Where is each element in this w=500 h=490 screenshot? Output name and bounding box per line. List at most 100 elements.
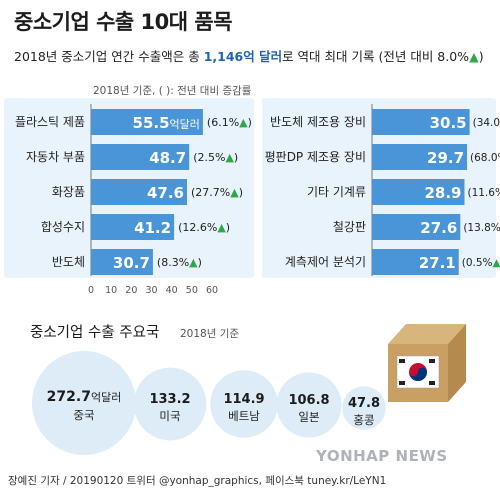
country-bubble — [342, 386, 386, 430]
country-value-label: 47.8 — [348, 396, 380, 411]
country-value-label: 114.9 — [223, 392, 264, 407]
country-name-label: 중국 — [73, 408, 94, 422]
right-item-label: 반도체 제조용 장비 — [270, 115, 366, 129]
left-change-arrow: ▲ — [225, 151, 234, 164]
subtitle-suffix: ) — [478, 49, 484, 64]
left-change-label: (12.6%▲) — [178, 221, 230, 234]
left-axis-tick: 60 — [206, 285, 218, 296]
left-change-value: (2.5% — [193, 151, 225, 164]
logo: YONHAP NEWS — [316, 447, 448, 465]
left-change-label: (27.7%▲) — [191, 186, 243, 199]
left-value-label: 30.7 — [113, 254, 150, 272]
country-value-label: 272.7억달러 — [47, 389, 122, 405]
subtitle: 2018년 중소기업 연간 수출액은 총 1,146억 달러로 역대 최대 기록… — [14, 46, 484, 65]
left-bar — [91, 214, 175, 240]
country-value-number: 272.7 — [47, 389, 91, 405]
subtitle-amount: 1,146억 달러 — [203, 49, 283, 64]
left-change-close: ) — [234, 151, 238, 164]
right-bar — [372, 214, 461, 240]
left-axis-tick: 0 — [88, 285, 94, 296]
right-item-label: 평판DP 제조용 장비 — [265, 150, 366, 164]
left-axis-tick: 10 — [105, 285, 117, 296]
country-section-title: 중소기업 수출 주요국 — [30, 324, 159, 341]
left-change-label: (6.1%▲) — [207, 116, 252, 129]
left-axis-tick: 30 — [145, 285, 157, 296]
flag-trigram — [399, 359, 405, 363]
country-bubble — [32, 351, 136, 455]
country-value-unit: 억달러 — [91, 391, 121, 404]
footer-credit: 장예진 기자 / 20190120 트위터 @yonhap_graphics, … — [8, 475, 387, 487]
left-change-value: (8.3% — [157, 256, 189, 269]
left-value-unit: 억달러 — [170, 118, 200, 131]
crate-side — [448, 324, 466, 402]
left-change-label: (8.3%▲) — [157, 256, 202, 269]
country-value-number: 47.8 — [348, 396, 380, 411]
country-bubble — [133, 367, 207, 441]
right-bar — [372, 109, 470, 135]
right-item-label: 계측제어 분석기 — [285, 255, 366, 269]
right-bar — [372, 249, 459, 275]
right-value-label: 30.5 — [430, 114, 467, 132]
right-value-label: 27.1 — [419, 254, 456, 272]
country-value-label: 106.8 — [288, 393, 329, 408]
right-change-value: (0.5% — [462, 257, 493, 269]
right-change-value: (68.0% — [470, 152, 500, 164]
right-value-label: 28.9 — [424, 184, 461, 202]
right-change-label: (0.5%▲) — [462, 257, 500, 269]
left-value-label: 41.2 — [134, 219, 171, 237]
flag-trigram — [429, 359, 435, 363]
left-change-label: (2.5%▲) — [193, 151, 238, 164]
left-value-number: 55.5 — [133, 114, 170, 132]
left-axis-tick: 50 — [186, 285, 198, 296]
left-change-arrow: ▲ — [239, 116, 248, 129]
country-value-number: 106.8 — [288, 393, 329, 408]
left-value-label: 47.6 — [147, 184, 184, 202]
left-value-label: 48.7 — [149, 149, 186, 167]
left-change-arrow: ▲ — [189, 256, 198, 269]
right-change-value: (34.0% — [473, 117, 500, 129]
country-name-label: 미국 — [159, 409, 180, 423]
left-item-label: 반도체 — [52, 255, 85, 269]
right-change-label: (68.0%▲) — [470, 152, 500, 164]
left-bar — [91, 179, 187, 205]
left-change-value: (27.7% — [191, 186, 230, 199]
flag-taegeuk-blue — [409, 367, 427, 381]
left-value-number: 47.6 — [147, 184, 184, 202]
flag-trigram — [429, 381, 435, 385]
subtitle-up-mark: ▲ — [469, 49, 479, 64]
left-bar — [91, 144, 190, 170]
country-section-note: 2018년 기준 — [180, 328, 239, 340]
crate-top — [388, 324, 466, 344]
left-value-number: 48.7 — [149, 149, 186, 167]
left-change-value: (12.6% — [178, 221, 217, 234]
left-change-value: (6.1% — [207, 116, 239, 129]
right-change-label: (13.8%▲) — [463, 222, 500, 234]
right-bar — [372, 144, 468, 170]
left-change-close: ) — [239, 186, 243, 199]
country-bubble — [210, 370, 278, 438]
right-change-label: (34.0%▲) — [473, 117, 500, 129]
left-value-number: 30.7 — [113, 254, 150, 272]
right-item-label: 기타 기계류 — [307, 185, 366, 199]
left-change-close: ) — [248, 116, 252, 129]
left-item-label: 합성수지 — [41, 220, 85, 234]
country-value-number: 133.2 — [149, 392, 190, 407]
left-axis-tick: 20 — [125, 285, 137, 296]
right-change-label: (11.6%▼) — [467, 187, 500, 199]
left-axis-tick: 40 — [166, 285, 178, 296]
left-bar — [91, 109, 203, 135]
axis-note: 2018년 기준, ( ): 전년 대비 증감률 — [93, 85, 252, 97]
country-value-label: 133.2 — [149, 392, 190, 407]
left-item-label: 자동차 부품 — [26, 150, 85, 164]
page-title: 중소기업 수출 10대 품목 — [14, 10, 233, 34]
country-name-label: 일본 — [298, 410, 319, 424]
right-item-label: 철강판 — [333, 220, 366, 234]
country-value-number: 114.9 — [223, 392, 264, 407]
right-change-arrow: ▲ — [493, 257, 500, 269]
right-value-label: 29.7 — [427, 149, 464, 167]
country-bubble — [276, 372, 342, 438]
left-value-number: 41.2 — [134, 219, 171, 237]
subtitle-prefix: 2018년 중소기업 연간 수출액은 총 — [14, 49, 204, 64]
